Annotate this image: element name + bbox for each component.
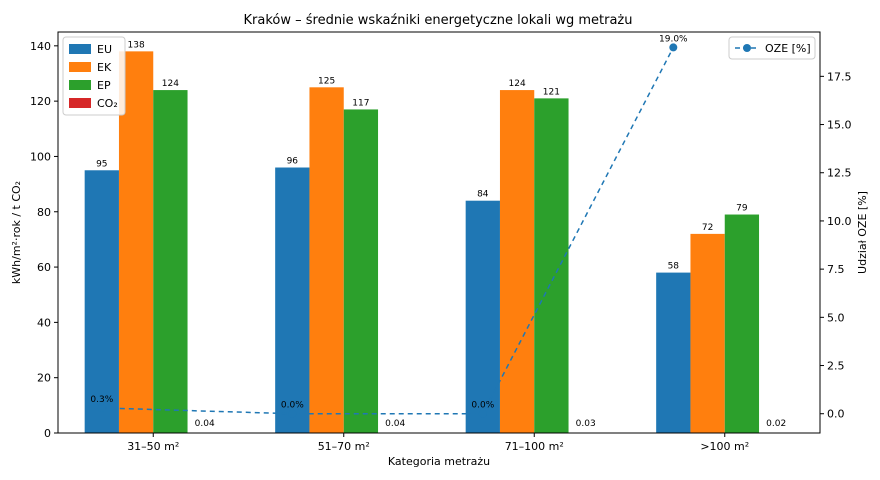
bar-label-EP-2: 121 — [543, 87, 560, 97]
legend-bars: EU EK EP CO₂ — [62, 36, 126, 116]
bar-label-EU-1: 96 — [287, 157, 299, 167]
oze-label-0: 0.3% — [90, 395, 113, 405]
bar-EP-2 — [534, 98, 569, 434]
legend-bars-box — [62, 36, 126, 116]
y2-tick-label-15.0: 15.0 — [827, 119, 852, 132]
oze-line — [101, 47, 674, 415]
bar-EP-3 — [724, 214, 760, 433]
x-axis-label: Kategoria metrażu — [388, 455, 490, 468]
x-tick-label-0: 31–50 m² — [127, 440, 179, 453]
y-axis-left: 0 20 40 60 80 100 120 140 — [30, 40, 58, 440]
bar-EU-1 — [275, 167, 310, 433]
bar-label-EU-2: 84 — [477, 190, 489, 200]
y2-axis-label: Udział OZE [%] — [856, 191, 869, 274]
bar-label-EK-1: 125 — [318, 76, 335, 86]
legend-swatch-EP — [69, 80, 91, 90]
oze-point-0 — [97, 403, 106, 412]
bar-EU-0 — [84, 170, 119, 433]
legend-oze-marker — [743, 44, 751, 52]
x-tick-label-3: >100 m² — [700, 440, 749, 453]
bar-label-EP-0: 124 — [162, 79, 179, 89]
y-tick-label-40: 40 — [37, 316, 51, 329]
bar-EP-0 — [153, 90, 188, 433]
bar-EK-1 — [309, 87, 344, 433]
bar-EK-2 — [499, 90, 535, 433]
y2-tick-label-2.5: 2.5 — [827, 360, 845, 373]
legend-swatch-EK — [69, 62, 91, 72]
bar-label-EU-3: 58 — [668, 262, 680, 272]
y-tick-label-0: 0 — [44, 427, 51, 440]
bar-label-EK-2: 124 — [509, 79, 526, 89]
legend-swatch-CO₂ — [69, 98, 91, 108]
oze-label-1: 0.0% — [281, 401, 304, 411]
y2-tick-label-10.0: 10.0 — [827, 215, 852, 228]
oze-point-2 — [478, 409, 487, 418]
oze-line-layer: 0.3% 0.0% 0.0% 19.0% — [90, 34, 688, 418]
bar-label-EK-0: 138 — [128, 40, 145, 50]
bar-label-CO₂-3: 0.02 — [766, 419, 786, 429]
y-tick-label-140: 140 — [30, 40, 51, 53]
legend-oze: OZE [%] — [728, 36, 816, 60]
chart-title: Kraków – średnie wskaźniki energetyczne … — [243, 13, 632, 28]
bar-label-EK-3: 72 — [702, 223, 713, 233]
bar-label-CO₂-0: 0.04 — [195, 419, 215, 429]
bar-EK-0 — [118, 51, 154, 434]
y-tick-label-80: 80 — [37, 206, 51, 219]
oze-label-2: 0.0% — [471, 401, 494, 411]
y2-tick-label-0.0: 0.0 — [827, 408, 845, 421]
plot-frame — [57, 31, 821, 434]
bar-EP-1 — [343, 109, 379, 434]
legend-oze-label: OZE [%] — [765, 42, 811, 55]
y-tick-label-120: 120 — [30, 95, 51, 108]
oze-label-3: 19.0% — [659, 34, 688, 44]
x-axis: 31–50 m² 51–70 m² 71–100 m² >100 m² — [127, 433, 749, 453]
x-tick-label-1: 51–70 m² — [318, 440, 370, 453]
oze-point-3 — [669, 43, 678, 52]
y-axis-label: kWh/m²·rok / t CO₂ — [10, 181, 23, 284]
y-tick-label-60: 60 — [37, 261, 51, 274]
legend-label-EK: EK — [97, 61, 112, 74]
bar-labels: 95 96 84 58 138 125 124 72 124 117 121 79 0.04 0.04 0.… — [96, 40, 786, 429]
bar-EK-3 — [690, 233, 725, 433]
legend-label-EU: EU — [97, 43, 112, 56]
y2-tick-label-5.0: 5.0 — [827, 311, 845, 324]
oze-point-1 — [288, 409, 297, 418]
bar-EU-3 — [656, 272, 691, 433]
bar-label-EU-0: 95 — [96, 159, 107, 169]
bar-label-CO₂-2: 0.03 — [576, 419, 596, 429]
bar-label-EP-1: 117 — [352, 98, 369, 108]
legend-swatch-EU — [69, 44, 91, 54]
legend-label-CO₂: CO₂ — [97, 97, 118, 110]
x-tick-label-2: 71–100 m² — [505, 440, 564, 453]
legend-oze-box — [728, 36, 816, 60]
bar-label-CO₂-1: 0.04 — [385, 419, 405, 429]
y2-tick-label-12.5: 12.5 — [827, 167, 852, 180]
bar-EU-2 — [465, 200, 500, 433]
y-axis-right: 0.0 2.5 5.0 7.5 10.0 12.5 15.0 17.5 — [820, 70, 852, 421]
y-tick-label-20: 20 — [37, 372, 51, 385]
legend-label-EP: EP — [97, 79, 111, 92]
y-tick-label-100: 100 — [30, 150, 51, 163]
y2-tick-label-17.5: 17.5 — [827, 70, 852, 83]
y2-tick-label-7.5: 7.5 — [827, 263, 845, 276]
bar-label-EP-3: 79 — [736, 204, 748, 214]
bars — [84, 51, 794, 434]
